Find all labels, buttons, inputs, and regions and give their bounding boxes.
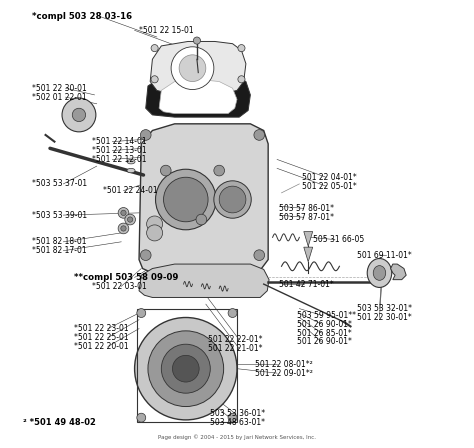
Text: 503 53 36-01*: 503 53 36-01* (210, 409, 265, 418)
Polygon shape (304, 247, 313, 262)
Circle shape (140, 129, 151, 140)
Text: 501 22 04-01*: 501 22 04-01* (301, 173, 356, 182)
Circle shape (118, 223, 129, 234)
Text: *501 22 20-01: *501 22 20-01 (74, 342, 129, 351)
Circle shape (238, 44, 245, 52)
Text: 501 22 09-01*²: 501 22 09-01*² (255, 369, 313, 378)
Circle shape (146, 225, 163, 241)
Circle shape (151, 76, 158, 83)
Circle shape (214, 181, 251, 218)
Circle shape (161, 344, 210, 393)
Text: 501 22 08-01*²: 501 22 08-01*² (255, 360, 312, 369)
Circle shape (173, 355, 199, 382)
Text: *503 53 37-01: *503 53 37-01 (32, 180, 87, 189)
Circle shape (164, 177, 208, 222)
Circle shape (228, 309, 237, 318)
Circle shape (219, 186, 246, 213)
Text: 505 31 66-05: 505 31 66-05 (313, 235, 364, 244)
Circle shape (137, 413, 146, 422)
Polygon shape (391, 264, 406, 280)
Circle shape (72, 108, 86, 121)
Circle shape (125, 214, 136, 225)
Circle shape (118, 207, 129, 218)
Text: 501 26 90-01*: 501 26 90-01* (297, 320, 352, 329)
Circle shape (254, 129, 264, 140)
Circle shape (238, 76, 245, 83)
Polygon shape (139, 124, 268, 273)
Circle shape (148, 331, 224, 406)
Circle shape (137, 309, 146, 318)
Circle shape (254, 250, 264, 260)
Ellipse shape (127, 168, 135, 173)
Text: 501 26 90-01*: 501 26 90-01* (297, 337, 352, 346)
Text: *501 82 17-01: *501 82 17-01 (32, 246, 87, 255)
Polygon shape (159, 79, 237, 114)
Circle shape (121, 210, 126, 215)
Text: 501 69 11-01*: 501 69 11-01* (357, 251, 412, 260)
Text: 503 53 32-01*: 503 53 32-01* (357, 304, 412, 313)
Circle shape (160, 165, 171, 176)
Polygon shape (304, 232, 313, 246)
Circle shape (179, 55, 206, 82)
Text: *compl 503 28 03-16: *compl 503 28 03-16 (32, 13, 132, 22)
Circle shape (151, 44, 158, 52)
Text: 501 42 71-01*: 501 42 71-01* (279, 280, 334, 289)
Polygon shape (146, 73, 250, 117)
Text: 501 22 21-01*: 501 22 21-01* (208, 344, 263, 353)
Text: *502 01 22-01: *502 01 22-01 (32, 93, 87, 102)
Circle shape (214, 165, 225, 176)
Text: *501 22 15-01: *501 22 15-01 (139, 26, 194, 35)
Text: *501 22 12-01: *501 22 12-01 (92, 155, 147, 164)
Text: *503 53 39-01: *503 53 39-01 (32, 211, 87, 220)
Circle shape (121, 226, 126, 231)
Circle shape (128, 217, 133, 222)
Circle shape (140, 250, 151, 260)
Circle shape (146, 216, 163, 232)
Text: 501 22 05-01*: 501 22 05-01* (301, 181, 356, 191)
Text: *501 22 25-01: *501 22 25-01 (74, 333, 129, 342)
Text: 503 48 63-01*: 503 48 63-01* (210, 418, 265, 426)
Circle shape (171, 47, 214, 90)
Ellipse shape (373, 266, 386, 280)
Circle shape (62, 98, 96, 132)
Text: *501 22 23-01: *501 22 23-01 (74, 324, 129, 333)
Circle shape (135, 318, 237, 420)
Text: *501 82 18-01: *501 82 18-01 (32, 237, 87, 246)
Text: **compl 503 58 09-09: **compl 503 58 09-09 (74, 273, 179, 282)
Bar (137, 309, 237, 422)
Circle shape (193, 37, 201, 44)
Text: 503 59 95-01**: 503 59 95-01** (297, 311, 356, 320)
Circle shape (196, 214, 207, 225)
Text: 503 57 87-01*: 503 57 87-01* (279, 213, 334, 222)
Text: *501 22 14-01: *501 22 14-01 (92, 137, 147, 146)
Text: ² *501 49 48-02: ² *501 49 48-02 (23, 418, 96, 426)
Polygon shape (150, 42, 246, 95)
Ellipse shape (127, 159, 135, 164)
Text: Page design © 2004 - 2015 by Jari Network Services, Inc.: Page design © 2004 - 2015 by Jari Networ… (158, 434, 316, 439)
Ellipse shape (367, 258, 392, 288)
Text: *501 22 24-01: *501 22 24-01 (103, 186, 158, 195)
Text: *501 22 30-01: *501 22 30-01 (32, 84, 87, 93)
Circle shape (155, 169, 216, 230)
Text: 501 22 30-01*: 501 22 30-01* (357, 313, 412, 322)
Text: *501 22 03-01: *501 22 03-01 (92, 282, 147, 291)
Text: 501 22 22-01*: 501 22 22-01* (208, 335, 263, 344)
Polygon shape (139, 264, 269, 297)
Circle shape (228, 413, 237, 422)
Text: *501 22 13-01: *501 22 13-01 (92, 146, 147, 155)
Text: 503 57 86-01*: 503 57 86-01* (279, 204, 334, 213)
Text: 501 26 85-01*: 501 26 85-01* (297, 328, 352, 338)
